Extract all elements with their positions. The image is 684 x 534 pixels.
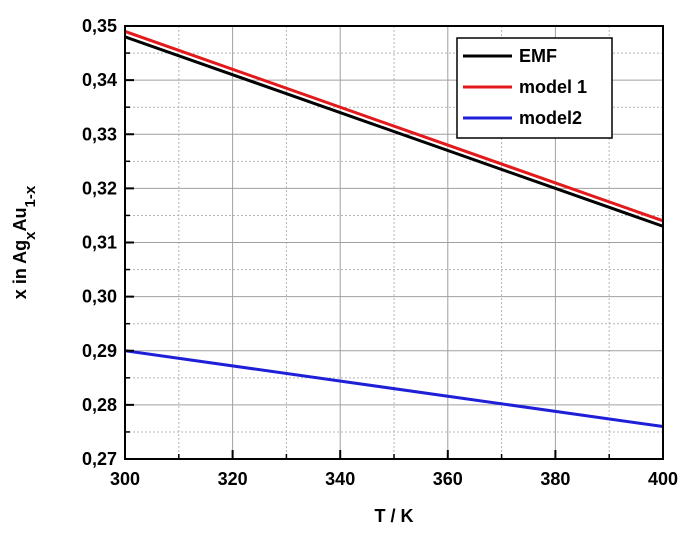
series-layer xyxy=(124,29,664,429)
y-tick-label: 0,30 xyxy=(82,287,117,307)
y-tick-label: 0,35 xyxy=(82,16,117,36)
y-axis-title-subscript: 1-x xyxy=(22,185,39,207)
y-tick-label: 0,29 xyxy=(82,341,117,361)
y-axis-title-part: Au xyxy=(10,208,30,232)
x-axis-title: T / K xyxy=(375,506,414,526)
x-tick-label: 320 xyxy=(218,469,248,489)
x-tick-label: 360 xyxy=(433,469,463,489)
y-tick-label: 0,27 xyxy=(82,449,117,469)
legend-label: EMF xyxy=(519,46,557,66)
legend: EMF model 1 model2 xyxy=(456,37,613,139)
y-axis-title-subscript: x xyxy=(22,231,39,240)
legend-label: model2 xyxy=(519,108,582,128)
series-line-emf xyxy=(124,35,664,228)
x-tick-label: 400 xyxy=(648,469,678,489)
y-tick-label: 0,33 xyxy=(82,124,117,144)
x-tick-labels: 300 320 340 360 380 400 xyxy=(110,469,678,489)
y-tick-label: 0,32 xyxy=(82,178,117,198)
x-tick-label: 300 xyxy=(110,469,140,489)
y-tick-label: 0,28 xyxy=(82,395,117,415)
y-tick-label: 0,31 xyxy=(82,233,117,253)
y-axis-title: x in AgxAu1-x xyxy=(10,185,39,299)
series-line-model-1 xyxy=(124,29,664,223)
y-tick-label: 0,34 xyxy=(82,70,117,90)
ticks-layer xyxy=(124,25,664,460)
legend-label: model 1 xyxy=(519,77,587,97)
x-tick-label: 380 xyxy=(540,469,570,489)
x-tick-label: 340 xyxy=(325,469,355,489)
y-axis-title-part: x in Ag xyxy=(10,240,30,299)
y-tick-labels: 0,27 0,28 0,29 0,30 0,31 0,32 0,33 0,34 0,35 xyxy=(82,16,117,469)
series-line-model2 xyxy=(124,349,664,429)
